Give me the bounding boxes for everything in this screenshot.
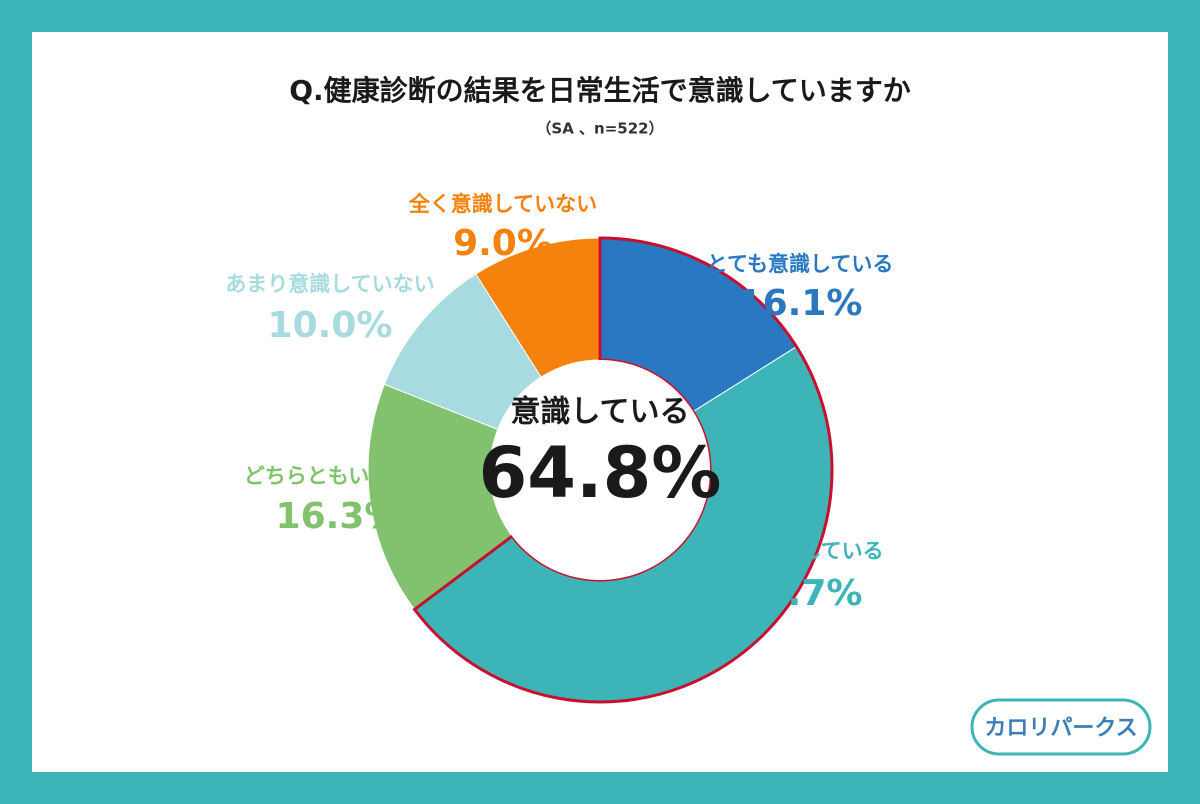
legend-label: 全く意識していない (408, 192, 597, 216)
legend-label: 少し意識している (715, 539, 883, 563)
value-label: 16.3% (276, 496, 401, 537)
chart-subtitle: （SA 、n=522） (536, 120, 663, 138)
value-label: 9.0% (453, 223, 553, 264)
value-label: 16.1% (738, 283, 863, 324)
value-label: 10.0% (268, 305, 393, 346)
center-value: 64.8% (479, 432, 722, 514)
donut-hole (490, 360, 710, 580)
logo: カロリパークス (984, 716, 1137, 741)
logo-badge (970, 698, 1152, 756)
center-label: 意識している (510, 395, 689, 430)
legend-label: とても意識している (707, 252, 894, 276)
chart-title: Q.健康診断の結果を日常生活で意識していますか (289, 74, 911, 107)
value-label: 48.7% (738, 573, 863, 614)
donut (367, 236, 834, 704)
legend-label: どちらともいえない (244, 464, 433, 488)
legend-label: あまり意識していない (225, 272, 434, 296)
